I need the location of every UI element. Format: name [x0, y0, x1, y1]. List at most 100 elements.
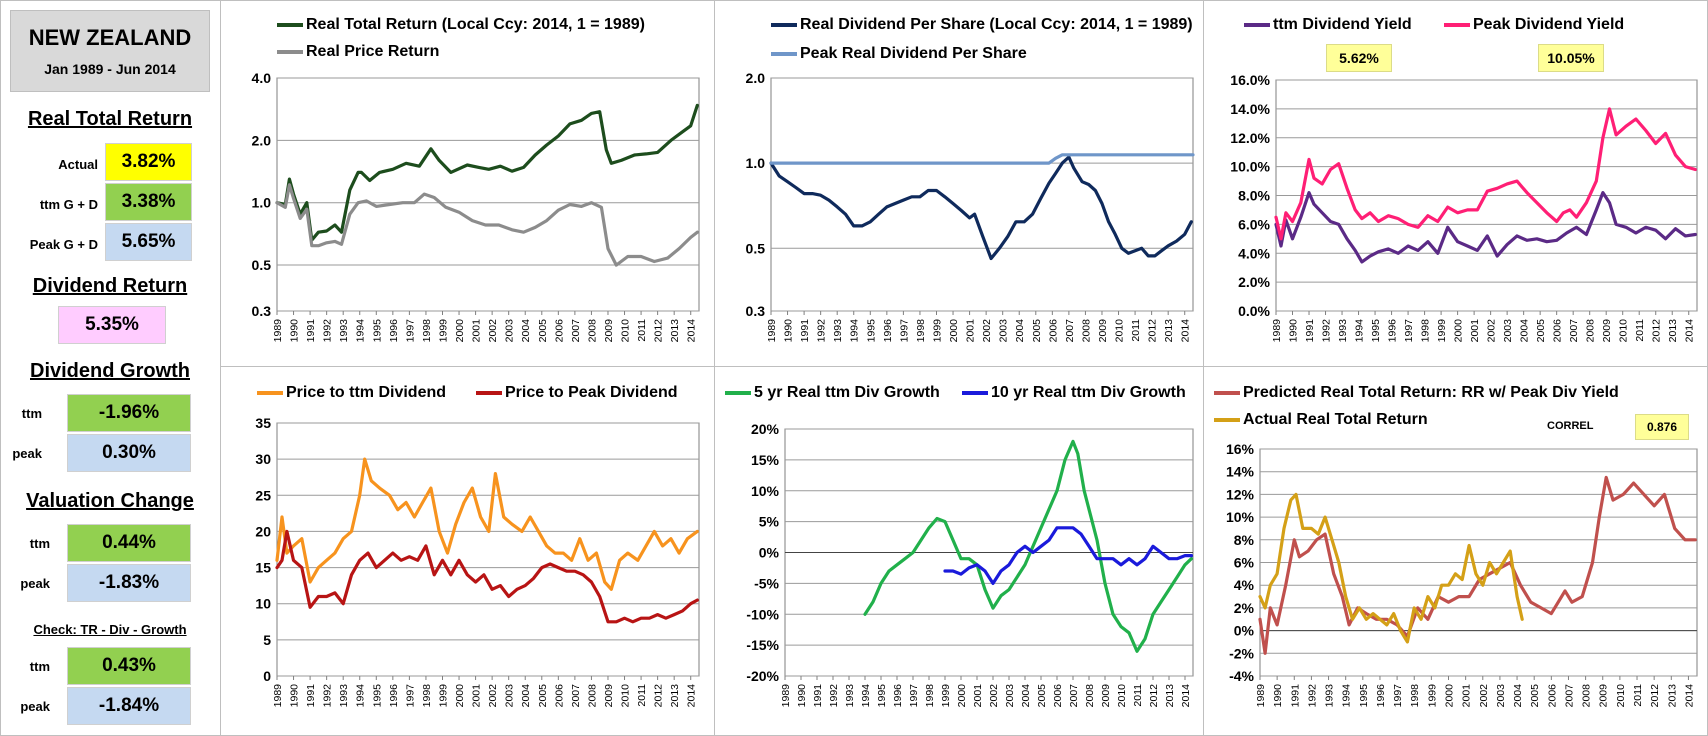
x-tick-label: 2000 — [1453, 319, 1465, 343]
x-tick-label: 1989 — [1271, 319, 1283, 343]
x-tick-label: 1989 — [272, 684, 284, 708]
x-tick-label: 2003 — [1004, 684, 1016, 708]
y-tick-label: 30 — [255, 451, 271, 467]
plot-area: -20% -15% -10% -5% 0% 5% 10% 15% 20% 1989 1990 1991… — [746, 421, 1194, 708]
country-name: NEW ZEALAND — [28, 25, 192, 50]
x-tick-label: 2004 — [1020, 684, 1032, 708]
legend-swatch — [277, 22, 303, 27]
x-tick-label: 1990 — [1288, 319, 1300, 343]
x-tick-label: 2011 — [1130, 319, 1142, 342]
legend-swatch — [1244, 22, 1270, 27]
x-tick-label: 1990 — [796, 684, 808, 708]
series-line-1 — [1258, 475, 1697, 655]
y-tick-label: 0% — [1234, 623, 1255, 639]
y-tick-label: 0.5 — [252, 257, 272, 273]
plot-area: 0.0% 2.0% 4.0% 6.0% 8.0% 10.0% 12.0% 14.0% 16.0%… — [1230, 72, 1698, 343]
panel-divider — [714, 0, 715, 736]
x-tick-label: 2007 — [1064, 319, 1076, 343]
check-peak-value: -1.84% — [67, 687, 191, 725]
x-tick-label: 1996 — [388, 319, 400, 343]
x-tick-label: 2009 — [1598, 684, 1610, 708]
y-tick-label: 15% — [751, 452, 780, 468]
y-tick-label: -5% — [754, 575, 779, 591]
x-tick-label: 1992 — [816, 319, 828, 343]
plot-border — [770, 77, 1194, 312]
chart-predicted-vs-actual: Predicted Real Total Return: RR w/ Peak … — [1204, 367, 1707, 736]
correl-value: 0.876 — [1635, 414, 1689, 440]
x-tick-label: 1997 — [1403, 319, 1415, 343]
x-tick-label: 2008 — [1585, 319, 1597, 343]
x-tick-label: 1994 — [849, 319, 861, 343]
y-tick-label: 8.0% — [1238, 188, 1270, 204]
x-tick-label: 2004 — [520, 319, 532, 343]
summary-sidebar: NEW ZEALAND Jan 1989 - Jun 2014 Real Tot… — [0, 0, 221, 736]
y-tick-label: 12.0% — [1230, 130, 1270, 146]
x-tick-label: 1989 — [1255, 684, 1267, 708]
legend-label: 10 yr Real ttm Div Growth — [991, 384, 1186, 401]
panel-divider — [1203, 0, 1204, 736]
x-tick-label: 1997 — [404, 684, 416, 708]
x-tick-label: 1995 — [865, 319, 877, 343]
x-tick-label: 2009 — [1100, 684, 1112, 708]
x-tick-label: 2004 — [520, 684, 532, 708]
rtr-actual-label: Actual — [58, 157, 98, 172]
y-tick-label: -20% — [746, 668, 779, 684]
dividend-return-value: 5.35% — [58, 306, 166, 344]
x-tick-label: 1993 — [1324, 684, 1336, 708]
series-line-2 — [1274, 107, 1697, 241]
legend-swatch — [725, 390, 751, 395]
x-tick-label: 1996 — [1387, 319, 1399, 343]
x-tick-label: 2012 — [1148, 684, 1160, 708]
x-tick-label: 1991 — [305, 684, 317, 708]
x-tick-label: 1990 — [1272, 684, 1284, 708]
x-tick-label: 2007 — [1068, 684, 1080, 708]
x-tick-label: 2003 — [504, 684, 516, 708]
x-tick-label: 2013 — [669, 319, 681, 343]
x-tick-label: 1991 — [799, 319, 811, 343]
x-tick-label: 2004 — [1014, 319, 1026, 343]
y-tick-label: 14% — [1226, 464, 1255, 480]
x-tick-label: 1996 — [1375, 684, 1387, 708]
y-tick-label: 1.0 — [746, 155, 766, 171]
country-header: NEW ZEALAND Jan 1989 - Jun 2014 — [10, 10, 210, 92]
ttm-yield-badge: 5.62% — [1326, 44, 1392, 72]
real-total-return-title: Real Total Return — [27, 108, 193, 130]
x-tick-label: 2004 — [1519, 319, 1531, 343]
y-tick-label: 16.0% — [1230, 72, 1270, 88]
x-tick-label: 2001 — [471, 684, 483, 708]
x-tick-label: 2011 — [636, 684, 648, 707]
vc-ttm-label: ttm — [29, 536, 50, 551]
y-tick-label: 20% — [751, 421, 780, 437]
x-tick-label: 2012 — [653, 319, 665, 343]
x-tick-label: 2008 — [1080, 319, 1092, 343]
x-tick-label: 2006 — [1052, 684, 1064, 708]
series-line-2 — [943, 526, 1193, 585]
legend-label: Peak Dividend Yield — [1473, 16, 1625, 33]
series-line-1 — [275, 103, 699, 242]
dg-ttm-value: -1.96% — [67, 394, 191, 432]
plot-area: 0.3 0.5 1.0 2.0 1989 1990 1991 1992 1993 1994 1995… — [746, 70, 1195, 343]
x-tick-label: 2009 — [1097, 319, 1109, 343]
series-line-1 — [1274, 191, 1697, 264]
x-tick-label: 1993 — [1337, 319, 1349, 343]
x-tick-label: 2009 — [603, 319, 615, 343]
x-tick-label: 1989 — [766, 319, 778, 343]
x-tick-label: 2011 — [1634, 319, 1646, 342]
peak-yield-badge: 10.05% — [1538, 44, 1604, 72]
x-tick-label: 2001 — [1469, 319, 1481, 343]
legend-label: Actual Real Total Return — [1243, 411, 1428, 428]
x-tick-label: 1992 — [1321, 319, 1333, 343]
x-tick-label: 2012 — [653, 684, 665, 708]
series-line-1 — [769, 155, 1193, 261]
rtr-actual-value: 3.82% — [105, 143, 192, 181]
y-tick-label: 2.0 — [746, 70, 766, 86]
x-tick-label: 1999 — [940, 684, 952, 708]
y-tick-label: 0.3 — [252, 303, 272, 319]
plot-area: 0.3 0.5 1.0 2.0 4.0 1989 1990 1991 1992 1993 1994 1… — [252, 70, 700, 343]
x-tick-label: 1997 — [908, 684, 920, 708]
series-line-2 — [275, 183, 699, 267]
x-tick-label: 2002 — [1478, 684, 1490, 708]
legend-label: Predicted Real Total Return: RR w/ Peak … — [1243, 384, 1619, 401]
series-line-2 — [1258, 492, 1524, 644]
chart-real-total-return: Real Total Return (Local Ccy: 2014, 1 = … — [221, 0, 714, 366]
